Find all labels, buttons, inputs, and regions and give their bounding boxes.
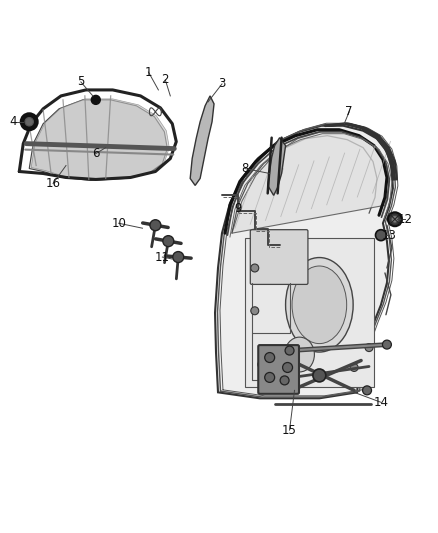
Circle shape (25, 118, 33, 126)
Text: 1: 1 (145, 66, 152, 78)
Circle shape (375, 230, 386, 240)
Circle shape (150, 220, 161, 231)
Text: 13: 13 (381, 229, 396, 241)
Polygon shape (29, 100, 167, 181)
Text: 4: 4 (10, 115, 17, 128)
Circle shape (21, 114, 38, 130)
Ellipse shape (292, 266, 347, 344)
FancyBboxPatch shape (250, 230, 308, 285)
Circle shape (163, 236, 174, 247)
Circle shape (382, 340, 392, 349)
Polygon shape (190, 96, 214, 185)
Circle shape (363, 386, 371, 395)
Text: 5: 5 (77, 76, 85, 88)
Circle shape (391, 215, 399, 223)
Text: 7: 7 (346, 106, 353, 118)
Text: 15: 15 (282, 424, 297, 437)
Circle shape (283, 362, 293, 373)
Text: 2: 2 (162, 74, 169, 86)
FancyBboxPatch shape (258, 345, 299, 394)
Circle shape (313, 369, 326, 382)
Polygon shape (268, 138, 286, 196)
Polygon shape (232, 132, 389, 233)
Circle shape (258, 360, 266, 368)
Circle shape (388, 212, 402, 226)
Circle shape (173, 252, 184, 263)
Text: 16: 16 (46, 177, 60, 190)
Text: 3: 3 (218, 77, 226, 91)
Circle shape (280, 376, 289, 385)
Text: 12: 12 (397, 213, 412, 226)
Ellipse shape (285, 337, 314, 372)
Circle shape (265, 373, 275, 382)
Text: 11: 11 (155, 251, 170, 263)
Circle shape (350, 364, 358, 372)
Text: 8: 8 (241, 162, 248, 175)
Circle shape (285, 346, 294, 355)
Text: 14: 14 (374, 396, 389, 409)
Polygon shape (31, 99, 170, 180)
Polygon shape (245, 238, 374, 387)
Circle shape (365, 344, 373, 352)
Text: 6: 6 (92, 147, 99, 160)
Polygon shape (215, 126, 393, 398)
Circle shape (251, 264, 259, 272)
Circle shape (251, 307, 259, 315)
Text: 10: 10 (111, 217, 126, 230)
Text: 9: 9 (234, 202, 242, 215)
Circle shape (265, 352, 275, 362)
Ellipse shape (286, 257, 353, 352)
Circle shape (91, 95, 100, 104)
